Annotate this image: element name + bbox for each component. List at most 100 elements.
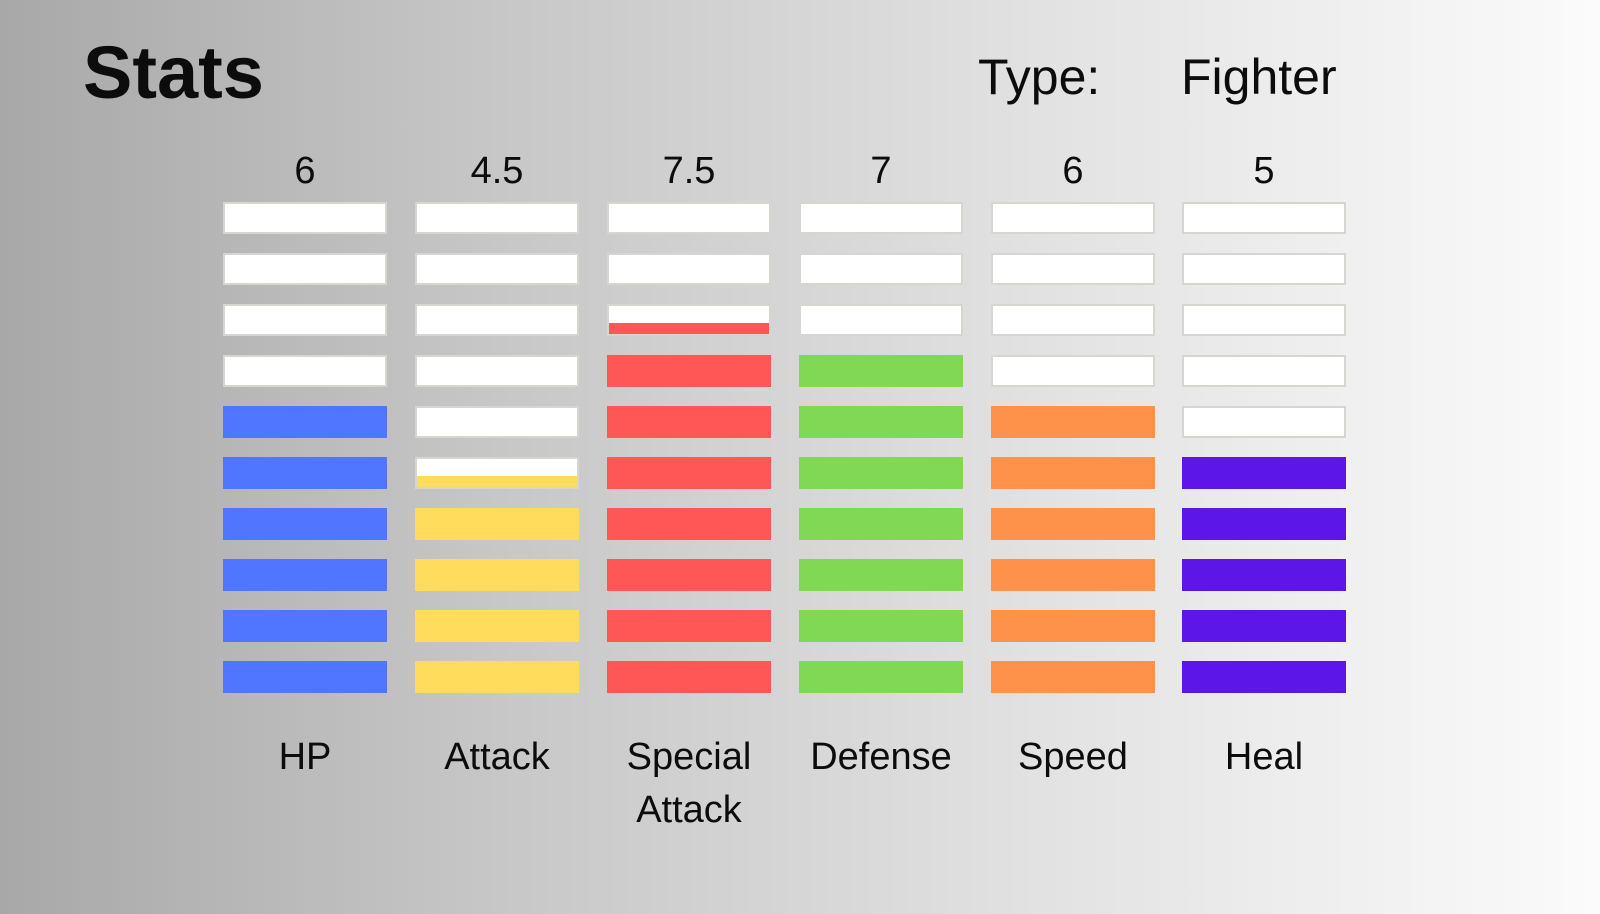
stat-segment — [607, 610, 771, 642]
stat-segment-fill — [609, 408, 769, 436]
stat-value-1: 4.5 — [470, 150, 524, 192]
stat-segment — [607, 202, 771, 234]
stat-segment — [799, 610, 963, 642]
stat-segment — [607, 253, 771, 285]
stat-segment-fill — [225, 510, 385, 538]
stat-segment — [991, 610, 1155, 642]
stat-segment — [799, 661, 963, 693]
stat-segment — [799, 253, 963, 285]
stat-segment-fill — [801, 408, 961, 436]
stat-label-2: Special Attack — [626, 736, 752, 831]
stat-value-2: 7.5 — [662, 150, 716, 192]
stat-segment — [799, 457, 963, 489]
stat-segment — [415, 253, 579, 285]
stat-segment — [1182, 457, 1346, 489]
stat-segment-fill — [609, 663, 769, 691]
stat-label-4: Speed — [1018, 736, 1128, 778]
stat-segment-fill — [801, 561, 961, 589]
stat-segment-fill — [993, 408, 1153, 436]
stat-value-5: 5 — [1253, 150, 1275, 192]
stat-segment — [415, 355, 579, 387]
stat-segment — [991, 304, 1155, 336]
stat-segment — [991, 508, 1155, 540]
stat-segment — [991, 457, 1155, 489]
stat-segment-fill — [1184, 459, 1344, 487]
stat-segment — [607, 406, 771, 438]
stat-segment — [991, 661, 1155, 693]
stat-segment-fill — [417, 561, 577, 589]
stat-segment-fill — [417, 476, 577, 487]
stat-segment-fill — [225, 612, 385, 640]
stat-segment-fill — [609, 612, 769, 640]
stat-segment — [415, 661, 579, 693]
stat-segment-fill — [1184, 612, 1344, 640]
stat-segment-fill — [225, 561, 385, 589]
stat-segment — [1182, 559, 1346, 591]
stat-segment — [223, 661, 387, 693]
type-label: Type: — [978, 49, 1101, 105]
stat-segment — [991, 559, 1155, 591]
stat-segment — [223, 406, 387, 438]
stat-segment-fill — [417, 612, 577, 640]
stat-segment-fill — [993, 663, 1153, 691]
stat-segment — [607, 508, 771, 540]
stat-segment-fill — [609, 561, 769, 589]
stat-segment — [799, 406, 963, 438]
stat-segment — [223, 508, 387, 540]
stat-segment-fill — [993, 561, 1153, 589]
stat-segment — [415, 508, 579, 540]
stat-segment-fill — [417, 663, 577, 691]
stat-segment — [991, 253, 1155, 285]
stat-segment — [607, 559, 771, 591]
stat-label-3: Defense — [810, 736, 952, 778]
stat-segment-fill — [801, 510, 961, 538]
stat-value-4: 6 — [1062, 150, 1084, 192]
stat-segment — [415, 559, 579, 591]
stat-segment — [1182, 661, 1346, 693]
stat-segment — [607, 457, 771, 489]
stat-segment-fill — [801, 459, 961, 487]
stat-segment-fill — [609, 510, 769, 538]
stat-segment — [1182, 202, 1346, 234]
stat-segment-fill — [609, 323, 769, 334]
stat-segment — [223, 202, 387, 234]
stat-segment-fill — [225, 459, 385, 487]
stat-segment-fill — [801, 663, 961, 691]
stat-segment-fill — [1184, 561, 1344, 589]
stat-label-1: Attack — [444, 736, 550, 778]
stat-segment — [1182, 355, 1346, 387]
stat-label-5: Heal — [1224, 736, 1304, 778]
stat-segment — [607, 304, 771, 336]
stat-segment-fill — [993, 459, 1153, 487]
stat-segment — [799, 508, 963, 540]
stat-label-0: HP — [278, 736, 332, 778]
stat-segment — [1182, 406, 1346, 438]
page-title: Stats — [83, 31, 264, 114]
stat-segment — [223, 610, 387, 642]
stat-segment-fill — [1184, 663, 1344, 691]
stat-segment — [415, 610, 579, 642]
stat-segment — [415, 202, 579, 234]
stat-segment — [799, 355, 963, 387]
stat-segment-fill — [609, 459, 769, 487]
stat-segment-fill — [609, 357, 769, 385]
stat-segment-fill — [801, 612, 961, 640]
stat-segment — [991, 355, 1155, 387]
stat-segment — [799, 202, 963, 234]
stat-segment — [991, 202, 1155, 234]
stat-segment — [607, 355, 771, 387]
stat-segment — [1182, 610, 1346, 642]
stat-segment — [415, 406, 579, 438]
stat-value-0: 6 — [294, 150, 316, 192]
stat-segment — [223, 304, 387, 336]
stat-segment — [223, 559, 387, 591]
stat-segment — [1182, 253, 1346, 285]
stat-segment — [223, 457, 387, 489]
type-value: Fighter — [1181, 49, 1337, 105]
stat-segment-fill — [1184, 510, 1344, 538]
stat-segment — [415, 457, 579, 489]
stat-segment — [991, 406, 1155, 438]
stat-segment — [607, 661, 771, 693]
stat-segment — [1182, 304, 1346, 336]
